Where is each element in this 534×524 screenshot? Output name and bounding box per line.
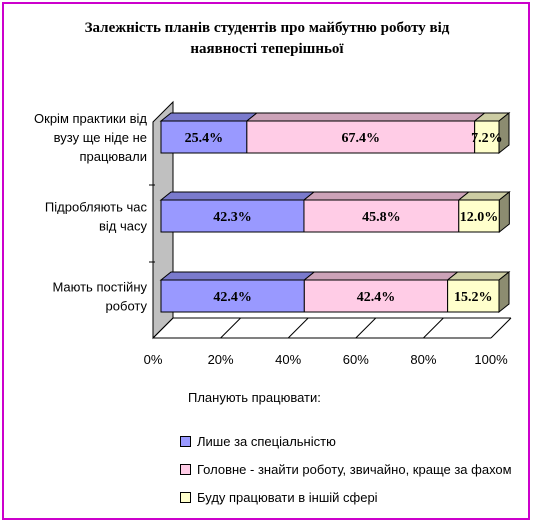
gridline <box>152 317 174 339</box>
chart-title: Залежність планів студентів про майбутню… <box>0 18 534 60</box>
legend-title: Планують працювати: <box>188 390 321 405</box>
data-label: 25.4% <box>185 131 224 146</box>
bar-top-face <box>159 191 316 201</box>
bar-side-face <box>498 111 510 155</box>
gridline <box>287 317 309 339</box>
gridline <box>355 317 377 339</box>
legend-label: Лише за спеціальністю <box>197 433 336 449</box>
x-tick-label: 20% <box>208 352 234 367</box>
x-tick-label: 0% <box>144 352 163 367</box>
data-label: 7.2% <box>471 131 503 146</box>
bar-segment <box>447 279 500 313</box>
legend-item: Головне - знайти роботу, звичайно, краще… <box>180 455 512 483</box>
gridline <box>423 317 444 339</box>
bar-segment <box>458 199 500 233</box>
data-label: 42.4% <box>213 290 252 305</box>
data-label: 15.2% <box>454 290 493 305</box>
legend-label: Буду працювати в іншій сфері <box>197 489 378 505</box>
x-tick-label: 60% <box>343 352 369 367</box>
bar-side-face <box>498 270 510 314</box>
category-label: працювали <box>79 149 147 164</box>
legend-label: Головне - знайти роботу, звичайно, краще… <box>197 461 512 477</box>
data-label: 12.0% <box>460 210 499 225</box>
bar-segment <box>160 120 248 154</box>
bar-segment <box>474 120 500 154</box>
bar-segment <box>303 279 449 313</box>
legend-swatch <box>180 463 191 475</box>
bar-top-face <box>302 271 460 281</box>
data-label: 67.4% <box>342 131 381 146</box>
category-label: Підробляють час <box>45 200 148 215</box>
chart-title-line-1: Залежність планів студентів про майбутню… <box>84 20 450 36</box>
data-label: 42.4% <box>357 290 396 305</box>
category-label: від часу <box>99 219 147 234</box>
legend-swatch <box>180 491 191 503</box>
chart-title-line-2: наявності теперішньої <box>190 41 344 57</box>
category-label: Окрім практики від <box>34 111 147 126</box>
chart-frame <box>2 2 530 520</box>
category-label: роботу <box>106 299 148 314</box>
category-label: вузу ще ніде не <box>54 130 147 145</box>
data-label: 45.8% <box>362 210 401 225</box>
legend-swatch <box>180 435 191 447</box>
data-label: 42.3% <box>213 210 252 225</box>
legend-item: Лише за спеціальністю <box>180 427 512 455</box>
bar-segment <box>160 199 305 233</box>
gridline <box>220 317 241 339</box>
x-tick-label: 100% <box>474 352 508 367</box>
bar-top-face <box>302 191 471 201</box>
x-tick-label: 80% <box>410 352 436 367</box>
bar-side-face <box>498 190 510 234</box>
bar-segment <box>246 120 476 154</box>
bar-top-face <box>159 271 316 281</box>
gridline <box>490 317 512 339</box>
bar-top-face <box>159 112 259 122</box>
category-label: Мають постійну <box>52 280 147 295</box>
bar-segment <box>303 199 460 233</box>
legend: Лише за спеціальністю Головне - знайти р… <box>180 427 512 511</box>
legend-item: Буду працювати в іншій сфері <box>180 483 512 511</box>
x-tick-label: 40% <box>275 352 301 367</box>
bar-top-face <box>245 112 487 122</box>
